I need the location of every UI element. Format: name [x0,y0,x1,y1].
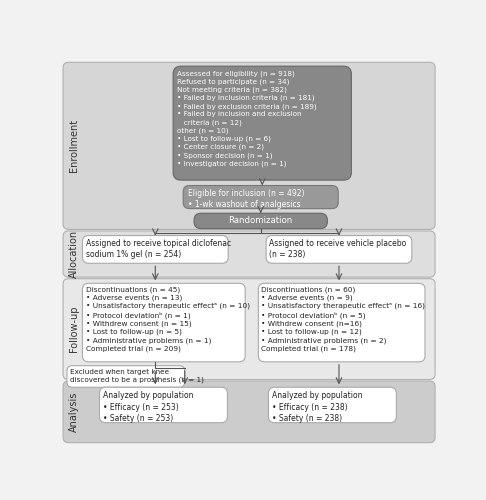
Text: Discontinuations (n = 45)
• Adverse events (n = 13)
• Unsatisfactory therapeutic: Discontinuations (n = 45) • Adverse even… [86,286,250,352]
FancyBboxPatch shape [67,366,185,387]
FancyBboxPatch shape [268,387,396,422]
FancyBboxPatch shape [266,236,412,264]
FancyBboxPatch shape [100,387,227,422]
Text: Analyzed by population
• Efficacy (n = 253)
• Safety (n = 253): Analyzed by population • Efficacy (n = 2… [104,391,194,423]
FancyBboxPatch shape [63,62,435,230]
Text: Assigned to receive topical diclofenac
sodium 1% gel (n = 254): Assigned to receive topical diclofenac s… [86,238,231,259]
Text: Eligible for inclusion (n = 492)
• 1-wk washout of analgesics: Eligible for inclusion (n = 492) • 1-wk … [188,188,304,209]
Text: Discontinuations (n = 60)
• Adverse events (n = 9)
• Unsatisfactory therapeutic : Discontinuations (n = 60) • Adverse even… [261,286,425,352]
Text: Follow-up: Follow-up [69,306,79,352]
Text: Randomization: Randomization [228,216,293,226]
Text: Assessed for eligibility (n = 918)
Refused to participate (n = 34)
Not meeting c: Assessed for eligibility (n = 918) Refus… [177,70,316,167]
Text: Excluded when target knee
discovered to be a prosthesis (n = 1): Excluded when target knee discovered to … [70,369,204,383]
FancyBboxPatch shape [63,231,435,277]
FancyBboxPatch shape [183,186,338,208]
FancyBboxPatch shape [63,278,435,380]
FancyBboxPatch shape [83,284,245,362]
Text: Assigned to receive vehicle placebo
(n = 238): Assigned to receive vehicle placebo (n =… [269,238,406,259]
FancyBboxPatch shape [194,213,328,228]
FancyBboxPatch shape [173,66,351,180]
Text: Enrollment: Enrollment [69,119,79,172]
Text: Analysis: Analysis [69,392,79,432]
FancyBboxPatch shape [259,284,425,362]
Text: Analyzed by population
• Efficacy (n = 238)
• Safety (n = 238): Analyzed by population • Efficacy (n = 2… [272,391,363,423]
FancyBboxPatch shape [63,381,435,442]
FancyBboxPatch shape [83,236,228,264]
Text: Allocation: Allocation [69,230,79,278]
